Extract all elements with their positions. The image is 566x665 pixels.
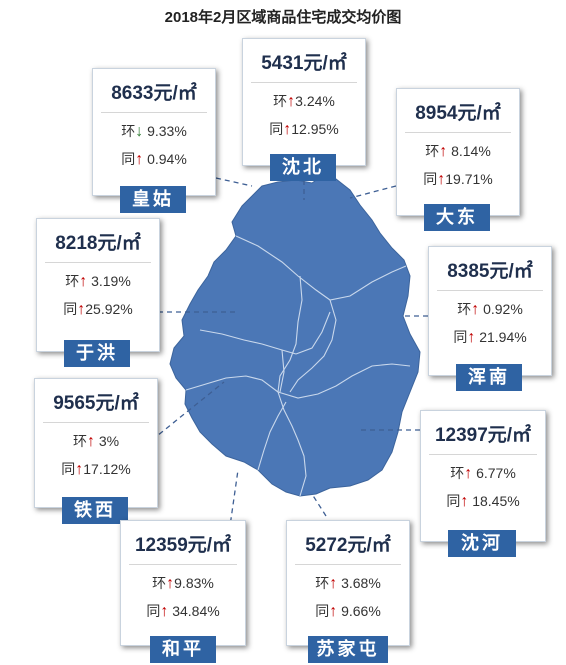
arrow-up-icon: ↑	[166, 575, 175, 592]
card-yuhong: 8218元/㎡ 环↑ 3.19% 同↑25.92%	[36, 218, 160, 352]
yoy-row-shenhe: 同↑ 18.45%	[446, 493, 520, 510]
arrow-up-icon: ↑	[79, 273, 88, 290]
card-shenhe: 12397元/㎡ 环↑ 6.77% 同↑ 18.45%	[420, 410, 546, 542]
arrow-up-icon: ↑	[86, 433, 95, 450]
card-huanggu: 8633元/㎡ 环↓ 9.33% 同↑ 0.94%	[92, 68, 216, 196]
label-sujiatun: 苏家屯	[308, 636, 388, 663]
arrow-up-icon: ↑	[75, 461, 84, 478]
card-dadong: 8954元/㎡ 环↑ 8.14% 同↑19.71%	[396, 88, 520, 216]
label-huanggu: 皇姑	[120, 186, 186, 213]
arrow-up-icon: ↑	[329, 575, 338, 592]
mom-row-huanggu: 环↓ 9.33%	[121, 123, 187, 140]
label-yuhong: 于洪	[64, 340, 130, 367]
mom-row-heping: 环↑9.83%	[152, 575, 214, 592]
yoy-row-huanggu: 同↑ 0.94%	[121, 151, 187, 168]
price-yuhong: 8218元/㎡	[45, 228, 151, 263]
yoy-row-shenbei: 同↑12.95%	[269, 121, 339, 138]
mom-row-shenbei: 环↑3.24%	[273, 93, 335, 110]
price-huanggu: 8633元/㎡	[101, 78, 207, 113]
price-shenbei: 5431元/㎡	[251, 48, 357, 83]
map-title: 2018年2月区域商品住宅成交均价图	[164, 9, 402, 26]
label-tiexi: 铁西	[62, 497, 128, 524]
mom-row-sujiatun: 环↑ 3.68%	[315, 575, 381, 592]
yoy-row-tiexi: 同↑17.12%	[61, 461, 131, 478]
mom-row-yuhong: 环↑ 3.19%	[65, 273, 131, 290]
price-shenhe: 12397元/㎡	[429, 420, 537, 455]
mom-row-shenhe: 环↑ 6.77%	[450, 465, 516, 482]
card-hunnan: 8385元/㎡ 环↑ 0.92% 同↑ 21.94%	[428, 246, 552, 376]
card-heping: 12359元/㎡ 环↑9.83% 同↑ 34.84%	[120, 520, 246, 646]
arrow-down-icon: ↓	[135, 123, 144, 140]
arrow-up-icon: ↑	[471, 301, 480, 318]
yoy-row-dadong: 同↑19.71%	[423, 171, 493, 188]
yoy-row-hunnan: 同↑ 21.94%	[453, 329, 527, 346]
arrow-up-icon: ↑	[464, 465, 473, 482]
price-sujiatun: 5272元/㎡	[295, 530, 401, 565]
district-boundaries	[185, 235, 411, 497]
price-hunnan: 8385元/㎡	[437, 256, 543, 291]
price-tiexi: 9565元/㎡	[43, 388, 149, 423]
arrow-up-icon: ↑	[329, 603, 338, 620]
arrow-up-icon: ↑	[77, 301, 86, 318]
mom-row-tiexi: 环↑ 3%	[72, 433, 120, 450]
arrow-up-icon: ↑	[460, 493, 469, 510]
leader-lines	[151, 177, 428, 541]
label-heping: 和平	[150, 636, 216, 663]
price-heping: 12359元/㎡	[129, 530, 237, 565]
yoy-row-sujiatun: 同↑ 9.66%	[315, 603, 381, 620]
arrow-up-icon: ↑	[283, 121, 292, 138]
arrow-up-icon: ↑	[437, 171, 446, 188]
arrow-up-icon: ↑	[135, 151, 144, 168]
yoy-row-yuhong: 同↑25.92%	[63, 301, 133, 318]
card-shenbei: 5431元/㎡ 环↑3.24% 同↑12.95%	[242, 38, 366, 166]
arrow-up-icon: ↑	[439, 143, 448, 160]
arrow-up-icon: ↑	[287, 93, 296, 110]
city-map-shape	[169, 175, 421, 497]
card-sujiatun: 5272元/㎡ 环↑ 3.68% 同↑ 9.66%	[286, 520, 410, 646]
mom-row-hunnan: 环↑ 0.92%	[457, 301, 523, 318]
price-dadong: 8954元/㎡	[405, 98, 511, 133]
mom-row-dadong: 环↑ 8.14%	[425, 143, 491, 160]
arrow-up-icon: ↑	[467, 329, 476, 346]
card-tiexi: 9565元/㎡ 环↑ 3% 同↑17.12%	[34, 378, 158, 508]
arrow-up-icon: ↑	[160, 603, 169, 620]
label-shenhe: 沈河	[448, 530, 516, 557]
label-dadong: 大东	[424, 204, 490, 231]
yoy-row-heping: 同↑ 34.84%	[146, 603, 220, 620]
label-hunnan: 浑南	[456, 364, 522, 391]
label-shenbei: 沈北	[270, 154, 336, 181]
